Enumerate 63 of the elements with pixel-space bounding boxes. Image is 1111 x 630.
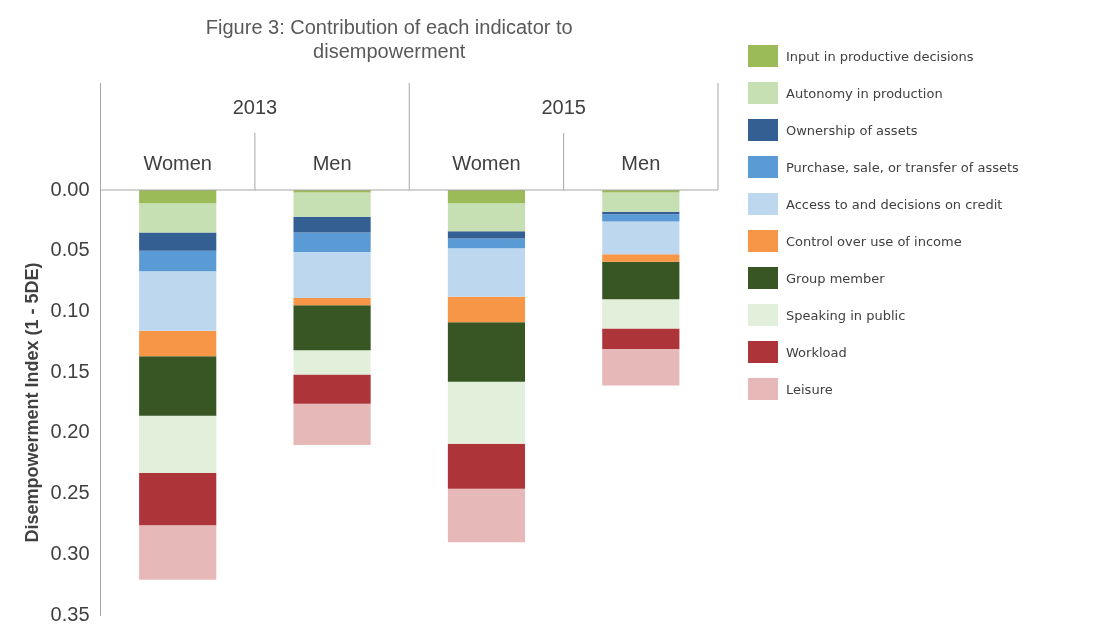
bar bbox=[293, 374, 371, 404]
bar bbox=[293, 232, 371, 252]
x-tick-label: Men bbox=[312, 151, 352, 174]
chart-title: Figure 3: Contribution of each indicator to disempowerment bbox=[205, 15, 573, 62]
bar bbox=[447, 248, 526, 297]
bar bbox=[447, 296, 526, 323]
bar bbox=[293, 403, 371, 445]
bar bbox=[602, 192, 680, 212]
x-tick-label: Women bbox=[143, 151, 212, 174]
bar bbox=[602, 214, 680, 222]
bar bbox=[447, 203, 526, 232]
legend-label: Speaking in public bbox=[786, 307, 906, 323]
bar bbox=[139, 330, 217, 357]
bar bbox=[293, 298, 371, 306]
bar bbox=[447, 190, 526, 204]
bar bbox=[139, 472, 217, 526]
y-tick-label: 0.00 bbox=[50, 177, 90, 200]
y-tick-label: 0.10 bbox=[50, 298, 90, 321]
bar bbox=[602, 328, 680, 350]
bar bbox=[602, 349, 680, 386]
legend-label: Leisure bbox=[786, 381, 833, 397]
legend-label: Input in productive decisions bbox=[786, 48, 974, 64]
bar bbox=[293, 192, 371, 217]
bar bbox=[293, 216, 371, 233]
y-tick-label: 0.05 bbox=[50, 238, 90, 261]
bar bbox=[447, 322, 526, 382]
legend-label: Ownership of assets bbox=[786, 122, 918, 138]
bar bbox=[139, 415, 217, 473]
bar bbox=[447, 381, 526, 444]
legend-label: Autonomy in production bbox=[786, 85, 943, 101]
bar bbox=[293, 251, 371, 299]
x-tick-label: Men bbox=[621, 151, 661, 174]
bar bbox=[447, 238, 526, 249]
y-tick-label: 0.35 bbox=[50, 602, 90, 625]
bar bbox=[447, 488, 526, 543]
bar bbox=[139, 525, 217, 580]
bar bbox=[602, 254, 680, 262]
bar bbox=[293, 305, 371, 351]
bar bbox=[139, 232, 217, 251]
bar bbox=[602, 299, 680, 329]
bar bbox=[447, 231, 526, 239]
bar bbox=[602, 221, 680, 255]
bar bbox=[139, 190, 217, 204]
bar bbox=[293, 350, 371, 375]
bar bbox=[447, 443, 526, 489]
y-tick-label: 0.20 bbox=[50, 420, 90, 443]
text: 2015 bbox=[541, 95, 586, 118]
y-axis-title: Disempowerment Index (1 - 5DE) bbox=[21, 262, 42, 543]
legend-label: Workload bbox=[786, 344, 847, 360]
bar bbox=[139, 271, 217, 331]
y-tick-label: 0.30 bbox=[50, 541, 90, 564]
legend-label: Purchase, sale, or transfer of assets bbox=[786, 159, 1019, 175]
bar bbox=[139, 203, 217, 233]
y-tick-label: 0.15 bbox=[50, 359, 90, 382]
bar bbox=[602, 261, 680, 300]
bar bbox=[139, 250, 217, 272]
y-tick-label: 0.25 bbox=[50, 481, 90, 504]
legend-label: Access to and decisions on credit bbox=[786, 196, 1003, 212]
bar bbox=[139, 356, 217, 416]
legend-label: Group member bbox=[786, 270, 885, 286]
legend-label: Control over use of income bbox=[786, 233, 962, 249]
text: 2013 bbox=[232, 95, 278, 118]
x-tick-label: Women bbox=[452, 151, 521, 174]
